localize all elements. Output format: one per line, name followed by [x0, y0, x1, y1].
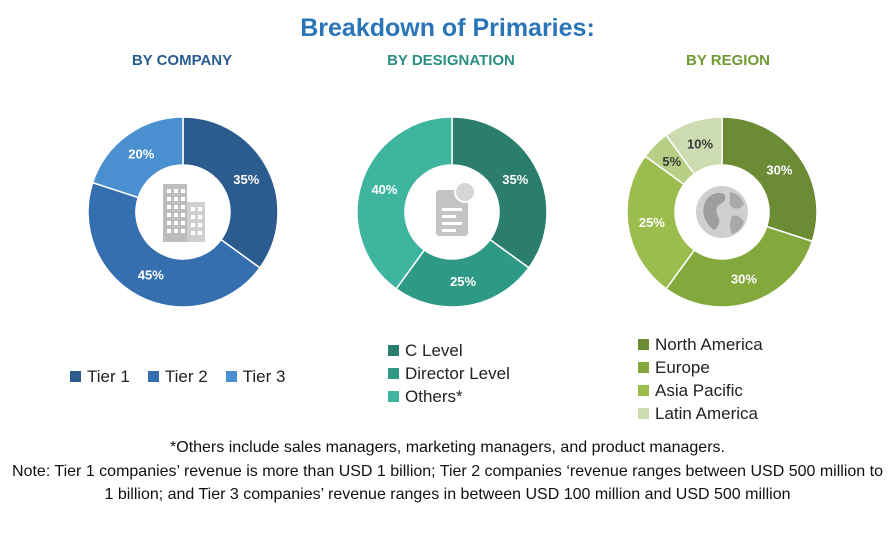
donut-slice: [182, 116, 279, 269]
donut-slice: [356, 116, 453, 290]
slice-label: 30%: [766, 162, 792, 177]
page-title: Breakdown of Primaries:: [300, 14, 595, 42]
legend-company: Tier 1 Tier 2 Tier 3: [70, 365, 285, 388]
legend-label: Tier 1: [87, 367, 130, 386]
donut-slice: [721, 116, 818, 243]
legend-swatch: [388, 345, 399, 356]
footnote-others: *Others include sales managers, marketin…: [170, 439, 725, 456]
donut-slice: [451, 116, 548, 269]
donut-slice: [91, 116, 184, 199]
legend-label: Asia Pacific: [655, 381, 743, 400]
legend-swatch: [638, 339, 649, 350]
donut-chart-region: 30% 30% 25% 5% 10%: [626, 116, 818, 308]
legend-item: Others*: [388, 385, 510, 408]
legend-swatch: [147, 371, 159, 382]
building-icon: [163, 184, 205, 242]
legend-item: Latin America: [638, 402, 763, 425]
legend-item: Europe: [638, 356, 763, 379]
legend-swatch: [638, 385, 649, 396]
document-person-icon: [436, 181, 476, 236]
footnote-tier-note: Note: Tier 1 companies’ revenue is more …: [12, 463, 883, 503]
legend-swatch: [638, 362, 649, 373]
donut-chart-designation: 35% 25% 40%: [356, 116, 548, 308]
legend-swatch: [638, 408, 649, 419]
legend-item: Tier 2: [147, 365, 208, 388]
donut-slice: [626, 155, 696, 290]
slice-label: 20%: [128, 147, 154, 162]
chart-title-designation: BY DESIGNATION: [387, 52, 515, 69]
chart-title-company: BY COMPANY: [131, 52, 233, 69]
legend-swatch: [388, 368, 399, 379]
donut-slice: [87, 181, 261, 308]
legend-swatch: [388, 391, 399, 402]
legend-item: North America: [638, 333, 763, 356]
globe-icon: [696, 186, 748, 238]
legend-swatch: [225, 371, 237, 382]
legend-designation: C Level Director Level Others*: [388, 339, 510, 408]
legend-label: Others*: [405, 387, 463, 406]
legend-label: Europe: [655, 358, 710, 377]
building-icon-annex: [187, 202, 205, 242]
legend-item: Tier 3: [225, 365, 286, 388]
legend-item: C Level: [388, 339, 510, 362]
slice-label: 35%: [233, 172, 259, 187]
legend-label: Latin America: [655, 404, 758, 423]
legend-label: C Level: [405, 341, 463, 360]
legend-label: Tier 3: [242, 367, 286, 386]
slice-label: 25%: [450, 274, 476, 289]
legend-region: North America Europe Asia Pacific Latin Ame…: [638, 333, 763, 425]
slice-label: 10%: [687, 136, 713, 151]
globe-icon-land: [703, 192, 726, 230]
donut-slice: [395, 238, 530, 308]
donut-slice: [665, 225, 814, 308]
slice-label: 35%: [502, 172, 528, 187]
slice-label: 40%: [371, 182, 397, 197]
legend-item: Asia Pacific: [638, 379, 763, 402]
legend-item: Director Level: [388, 362, 510, 385]
donut-slice: [665, 116, 723, 176]
legend-label: Tier 2: [164, 367, 208, 386]
slice-label: 30%: [731, 272, 757, 287]
legend-label: Director Level: [405, 364, 510, 383]
chart-title-region: BY REGION: [686, 52, 770, 69]
slice-label: 25%: [639, 215, 665, 230]
legend-label: North America: [655, 335, 763, 354]
legend-swatch: [70, 371, 81, 382]
legend-item: Tier 1: [70, 365, 130, 388]
slice-label: 45%: [138, 267, 164, 282]
slice-label: 5%: [662, 154, 681, 169]
donut-chart-company: 35% 45% 20%: [87, 116, 279, 308]
person-icon-head: [454, 181, 476, 203]
